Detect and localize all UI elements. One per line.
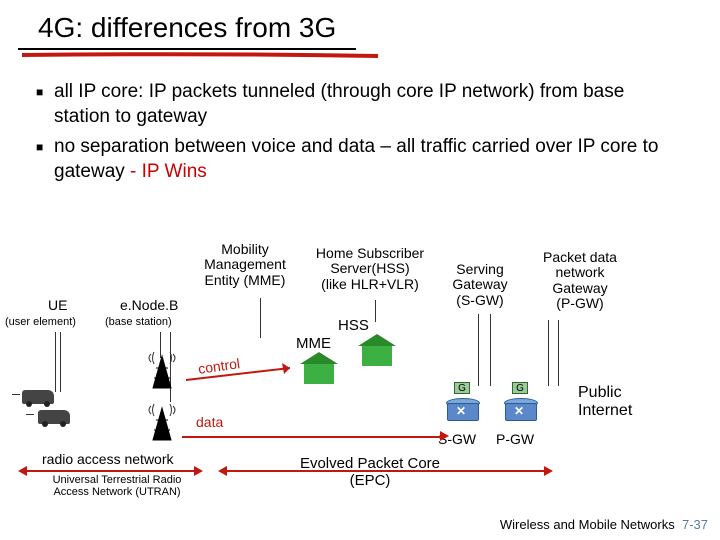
hss-text: HSS	[338, 318, 369, 335]
label-ue: UE	[48, 298, 67, 313]
label-enb-sub: (base station)	[105, 316, 172, 328]
utran-label: Universal Terrestrial Radio Access Netwo…	[42, 474, 192, 498]
data-label: data	[196, 414, 223, 430]
tower-icon-2	[145, 402, 179, 442]
conn-pgw1	[548, 320, 549, 386]
conn-pgw2	[558, 320, 559, 386]
pgw-text: P-GW	[496, 432, 534, 447]
pgw-router-icon: ✕	[502, 398, 540, 426]
control-arrow	[180, 360, 300, 390]
ran-arrow-r	[194, 466, 203, 476]
footer-text: Wireless and Mobile Networks	[500, 517, 675, 532]
label-public-internet: Public Internet	[578, 384, 632, 419]
conn-ue2	[60, 332, 61, 392]
footer-page: 7-37	[682, 517, 708, 532]
car-icon-1	[22, 390, 54, 404]
bullet-2: no separation between voice and data – a…	[36, 135, 684, 184]
conn-ue	[55, 332, 56, 392]
bullet-list: all IP core: IP packets tunneled (throug…	[36, 80, 684, 185]
motion-2	[26, 414, 34, 415]
label-sgw: Serving Gateway (S-GW)	[445, 262, 515, 308]
data-arrow-line	[182, 436, 442, 438]
g-box-1: G	[454, 382, 470, 394]
data-arrow-head	[440, 431, 449, 441]
ran-label: radio access network	[42, 452, 174, 467]
label-pgw: Packet data network Gateway (P-GW)	[530, 250, 630, 312]
bullet-1: all IP core: IP packets tunneled (throug…	[36, 80, 684, 129]
ran-arrow-line	[26, 470, 196, 472]
conn-sgw2	[490, 314, 491, 386]
footer: Wireless and Mobile Networks 7-37	[500, 517, 708, 532]
car-icon-2	[38, 410, 70, 424]
hss-icon	[358, 334, 396, 366]
title-underline	[20, 52, 380, 58]
conn-sgw1	[478, 314, 479, 386]
conn-hss	[375, 300, 376, 322]
epc-label: Evolved Packet Core (EPC)	[290, 456, 450, 489]
network-diagram: Mobility Management Entity (MME) Home Su…	[0, 242, 720, 540]
conn-mme	[260, 298, 261, 338]
mme-icon	[300, 352, 338, 384]
g-box-2: G	[512, 382, 528, 394]
label-mme: Mobility Management Entity (MME)	[190, 242, 300, 288]
label-enb: e.Node.B	[120, 298, 178, 313]
tower-icon-1	[145, 350, 179, 390]
sgw-router-icon: ✕	[444, 398, 482, 426]
motion-1	[12, 394, 20, 395]
slide-title: 4G: differences from 3G	[18, 0, 356, 50]
label-ue-sub: (user element)	[5, 316, 76, 328]
label-hss: Home Subscriber Server(HSS) (like HLR+VL…	[305, 246, 435, 292]
mme-text: MME	[296, 336, 331, 353]
epc-arrow-r	[544, 466, 553, 476]
